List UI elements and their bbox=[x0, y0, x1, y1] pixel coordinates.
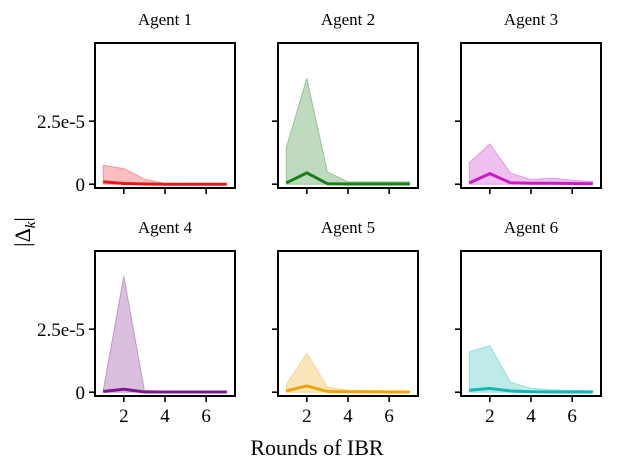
x-tick-label: 2 bbox=[119, 406, 129, 427]
x-tick-label: 6 bbox=[201, 406, 211, 427]
panel-agent-6: Agent 6 2 4 6 bbox=[455, 218, 602, 427]
panel-agent-4: Agent 4 2 4 6 0 2.5e-5 bbox=[37, 218, 236, 427]
x-tick-label: 2 bbox=[485, 406, 495, 427]
panel-grid: Agent 1 0 2.5e-5 Agent 2 Agent 3 Agent 4 2 4 6 0 2… bbox=[37, 10, 602, 427]
x-tick-label: 6 bbox=[567, 406, 577, 427]
y-tick-label: 2.5e-5 bbox=[37, 112, 85, 133]
y-tick-label: 0 bbox=[76, 383, 86, 404]
panel-agent-5: Agent 5 2 4 6 bbox=[272, 218, 419, 427]
y-tick-label: 2.5e-5 bbox=[37, 320, 85, 341]
y-axis-label-bar: | bbox=[10, 217, 35, 221]
panel-agent-3: Agent 3 bbox=[455, 10, 602, 194]
x-tick-label: 6 bbox=[384, 406, 394, 427]
confidence-band bbox=[468, 143, 594, 185]
mean-line bbox=[103, 180, 227, 186]
panel-agent-1: Agent 1 0 2.5e-5 bbox=[37, 10, 236, 196]
panel-title: Agent 2 bbox=[321, 10, 375, 29]
panel-title: Agent 1 bbox=[138, 10, 192, 29]
confidence-band bbox=[102, 276, 228, 393]
x-tick-label: 4 bbox=[160, 406, 170, 427]
confidence-band bbox=[285, 78, 411, 185]
panel-title: Agent 5 bbox=[321, 218, 375, 237]
panel-frame bbox=[94, 42, 236, 189]
confidence-band bbox=[468, 344, 594, 393]
mean-line bbox=[469, 386, 593, 394]
x-tick-label: 4 bbox=[343, 406, 353, 427]
y-axis-label-delta: |Δ bbox=[10, 228, 35, 247]
x-axis-label: Rounds of IBR bbox=[250, 435, 384, 460]
y-axis-label-subscript: k bbox=[23, 221, 39, 228]
panel-title: Agent 3 bbox=[504, 10, 558, 29]
panel-agent-2: Agent 2 bbox=[272, 10, 419, 194]
confidence-band bbox=[102, 164, 228, 185]
mean-line bbox=[468, 172, 593, 186]
mean-line bbox=[285, 171, 410, 186]
mean-line bbox=[103, 387, 227, 394]
y-axis-label: |Δk| bbox=[10, 217, 39, 247]
x-tick-label: 4 bbox=[526, 406, 536, 427]
panel-title: Agent 6 bbox=[504, 218, 558, 237]
y-tick-label: 0 bbox=[76, 175, 86, 196]
mean-line bbox=[285, 384, 410, 394]
x-tick-label: 2 bbox=[302, 406, 312, 427]
panel-title: Agent 4 bbox=[138, 218, 193, 237]
